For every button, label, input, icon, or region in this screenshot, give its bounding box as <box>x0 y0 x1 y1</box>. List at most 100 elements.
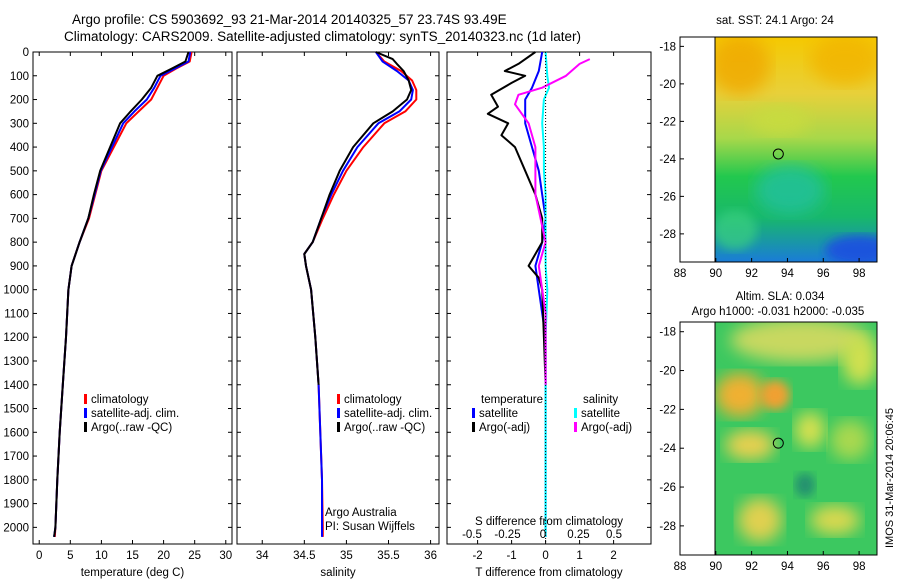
diff-legend-salinity-title: salinity <box>583 394 618 406</box>
sst_map-xtick-label: 88 <box>674 268 687 280</box>
sst_map-ytick-label: -20 <box>659 79 676 91</box>
difference-chart: -2 -1 0 1 2 T difference from climatology -0.5… <box>446 51 652 579</box>
difference-series-salinity-argo-adj- <box>514 58 591 385</box>
sst_map-axes: 88 90 92 94 96 98 -18 -20 -22 -24 -26 -28 sat. SST: … <box>659 15 878 280</box>
sla_map-ytick-label: -28 <box>659 521 676 533</box>
sst_map-xtick-label: 90 <box>709 268 722 280</box>
temperature-frame <box>32 51 233 545</box>
sla_map-xtick-label: 90 <box>709 561 722 573</box>
depth-tick-label: 1700 <box>3 451 29 463</box>
temperature-xlabel: temperature (deg C) <box>81 567 185 579</box>
sla-features <box>715 322 877 542</box>
salinity-xtick-label: 36 <box>424 550 437 562</box>
depth-tick-label: 0 <box>23 47 29 59</box>
diff-temperature-legend-swatch <box>472 422 475 432</box>
temperature-legend-label: Argo(..raw -QC) <box>91 422 172 434</box>
salinity-legend-label: climatology <box>344 394 402 406</box>
difference-s-tick-label: -0.5 <box>462 529 482 541</box>
sla_map-xtick-label: 92 <box>745 561 758 573</box>
depth-tick-label: 400 <box>10 142 29 154</box>
sst-map-panel <box>714 36 878 263</box>
difference-xtick-label: 2 <box>610 550 616 562</box>
sla_map-xtick-label: 94 <box>781 561 794 573</box>
depth-tick-label: 1100 <box>4 308 29 320</box>
sst_map-ytick-label: -18 <box>659 41 676 53</box>
difference-xlabel: T difference from climatology <box>475 567 622 579</box>
difference-xtick-label: 0 <box>542 550 548 562</box>
difference-series-temperature-argo-adj- <box>486 51 547 385</box>
sla_map-frame <box>679 321 878 556</box>
figure-title-line2: Climatology: CARS2009. Satellite-adjuste… <box>64 29 582 44</box>
sst_map-xtick-label: 98 <box>853 268 866 280</box>
difference-s-xlabel: S difference from climatology <box>475 516 623 528</box>
depth-tick-label: 2000 <box>3 522 29 534</box>
sst-features <box>715 37 877 262</box>
salinity-annotation-line1: Argo Australia <box>325 507 397 519</box>
depth-tick-label: 1600 <box>3 427 29 439</box>
sla_map-title1: Altim. SLA: 0.034 <box>736 291 825 303</box>
depth-tick-label: 200 <box>10 95 29 107</box>
sla_map-ytick-label: -20 <box>659 366 676 378</box>
diff-legend-temperature-title: temperature <box>481 394 543 406</box>
diff-salinity-legend-swatch <box>574 408 577 418</box>
salinity-xtick-label: 35 <box>340 550 353 562</box>
temperature-series-argo-raw-qc- <box>53 51 190 538</box>
depth-tick-label: 800 <box>10 237 29 249</box>
salinity-series-argo-raw-qc- <box>303 51 413 385</box>
temperature-xtick-label: 5 <box>67 550 73 562</box>
sst_map-xtick-label: 92 <box>745 268 758 280</box>
difference-xtick-label: -1 <box>506 550 516 562</box>
depth-tick-label: 1800 <box>3 475 29 487</box>
salinity-xtick-label: 34.5 <box>293 550 315 562</box>
sst_map-xtick-label: 94 <box>781 268 794 280</box>
temperature-series-satellite-adj-clim- <box>53 51 192 538</box>
difference-s-tick-label: 0.25 <box>567 529 589 541</box>
salinity-xtick-label: 34 <box>256 550 269 562</box>
difference-s-tick-label: 0.5 <box>606 529 622 541</box>
sla_map-ytick-label: -18 <box>659 327 676 339</box>
figure-title-line1: Argo profile: CS 5903692_93 21-Mar-2014 … <box>72 12 507 27</box>
salinity-legend-swatch <box>337 422 340 432</box>
depth-tick-label: 1900 <box>3 499 29 511</box>
sst_map-ytick-label: -22 <box>659 116 676 128</box>
sst_map-argo-marker <box>772 148 784 160</box>
temperature-chart: 0 5 10 15 20 25 300100200300400500600700800900… <box>3 47 233 579</box>
salinity-xlabel: salinity <box>320 567 355 579</box>
temperature-xtick-label: 0 <box>36 550 42 562</box>
difference-series-salinity-satellite <box>541 51 550 537</box>
sst_map-xtick-label: 96 <box>817 268 830 280</box>
sst_map-ytick-label: -26 <box>659 191 676 203</box>
temperature-xtick-label: 30 <box>219 550 232 562</box>
sla_map-ytick-label: -24 <box>659 443 676 455</box>
salinity-series-satellite-adj-clim- <box>303 51 414 537</box>
sst_map-ytick-label: -24 <box>659 154 676 166</box>
diff-temperature-legend-label: satellite <box>479 408 518 420</box>
temperature-legend-swatch <box>84 408 87 418</box>
depth-tick-label: 1000 <box>3 285 29 297</box>
sla_map-ytick-label: -26 <box>659 482 676 494</box>
depth-tick-label: 1400 <box>3 380 29 392</box>
depth-tick-label: 1200 <box>3 332 29 344</box>
salinity-legend-label: satellite-adj. clim. <box>344 408 432 420</box>
salinity-xtick-label: 35.5 <box>377 550 399 562</box>
diff-salinity-legend-label: satellite <box>581 408 620 420</box>
depth-tick-label: 500 <box>10 166 29 178</box>
temperature-legend-label: satellite-adj. clim. <box>91 408 179 420</box>
salinity-legend-swatch <box>337 408 340 418</box>
sst_map-title1: sat. SST: 24.1 Argo: 24 <box>716 15 834 27</box>
depth-tick-label: 700 <box>10 213 29 225</box>
difference-xtick-label: -2 <box>472 550 482 562</box>
sla_map-argo-marker <box>772 437 784 449</box>
temperature-legend-swatch <box>84 422 87 432</box>
temperature-xtick-label: 15 <box>126 550 139 562</box>
sla_map-axes: 88 90 92 94 96 98 -18 -20 -22 -24 -26 -28 Altim. SLA… <box>659 291 878 573</box>
sla-map-panel <box>714 321 878 556</box>
salinity-legend-swatch <box>337 394 340 404</box>
depth-tick-label: 300 <box>10 118 29 130</box>
salinity-annotation-line2: PI: Susan Wijffels <box>325 521 415 533</box>
difference-s-tick-label: 0 <box>540 529 546 541</box>
sst_map-frame <box>679 36 878 263</box>
diff-salinity-legend-label: Argo(-adj) <box>581 422 632 434</box>
salinity-frame <box>236 51 440 545</box>
